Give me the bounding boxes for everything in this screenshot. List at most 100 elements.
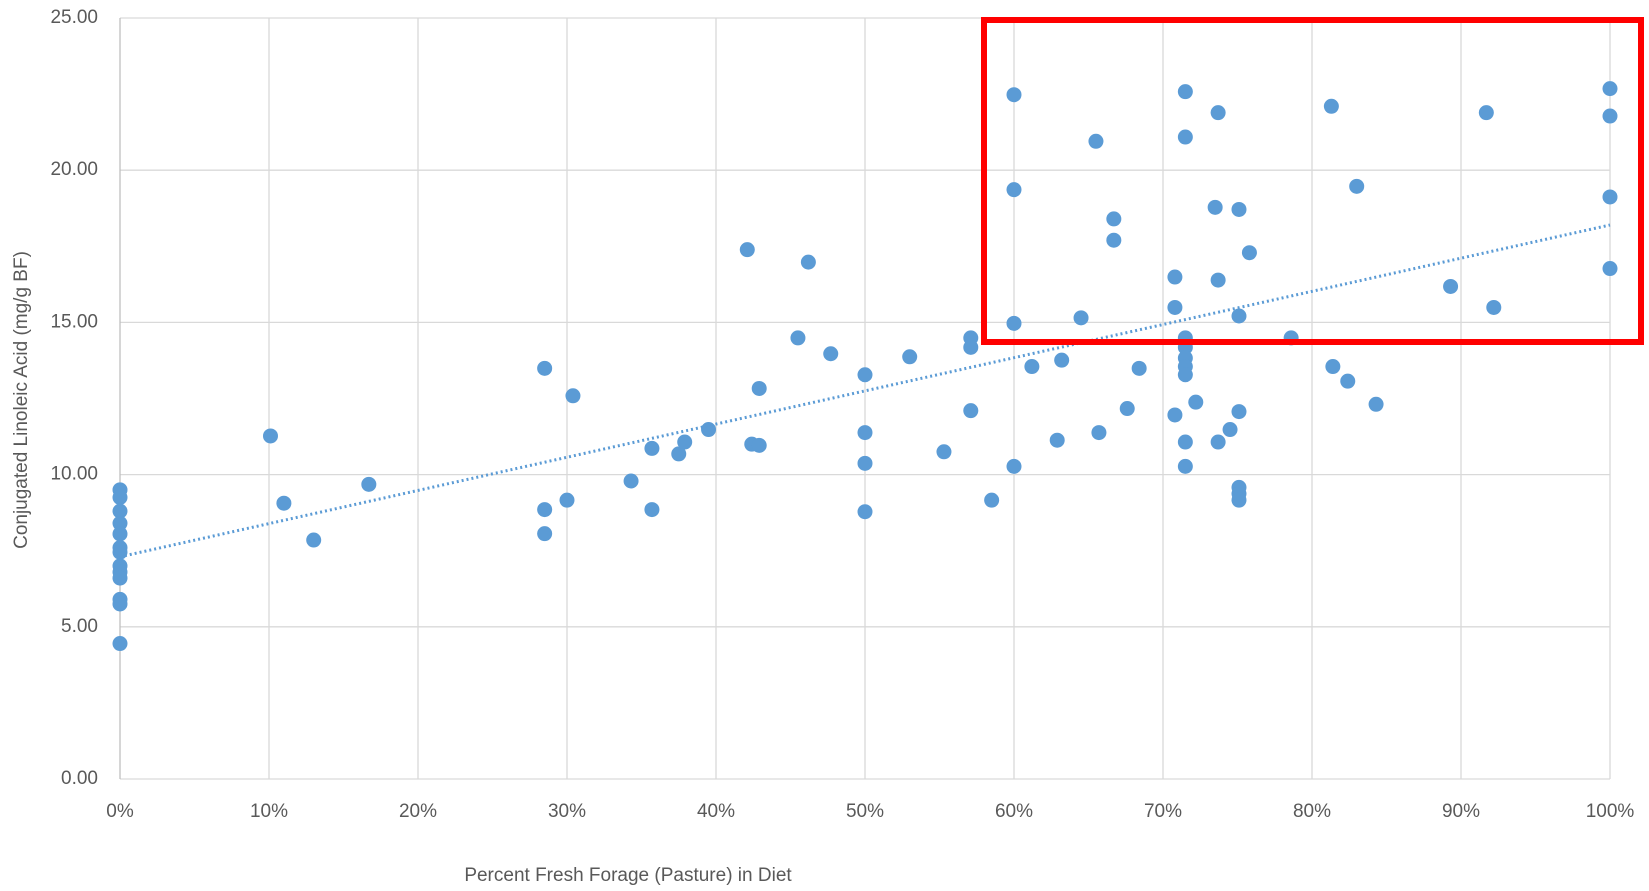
x-axis-title: Percent Fresh Forage (Pasture) in Diet xyxy=(464,865,792,886)
data-point xyxy=(1602,261,1618,277)
data-point xyxy=(537,360,553,376)
data-point xyxy=(1188,394,1204,410)
data-point xyxy=(112,503,128,519)
data-point xyxy=(1054,352,1070,368)
data-point xyxy=(936,444,952,460)
highlight-box xyxy=(981,17,1644,345)
data-point xyxy=(671,446,687,462)
data-point xyxy=(1177,367,1193,383)
data-point xyxy=(1106,232,1122,248)
x-tick-label: 80% xyxy=(1293,801,1331,822)
data-point xyxy=(701,422,717,438)
x-tick-label: 90% xyxy=(1442,801,1480,822)
data-point xyxy=(262,428,278,444)
data-point xyxy=(1210,272,1226,288)
y-tick-label: 5.00 xyxy=(61,616,98,637)
data-point xyxy=(1006,87,1022,103)
x-tick-label: 10% xyxy=(250,801,288,822)
data-point xyxy=(112,526,128,542)
data-point xyxy=(1167,269,1183,285)
data-point xyxy=(1478,105,1494,121)
data-point xyxy=(537,502,553,518)
data-point xyxy=(751,437,767,453)
data-point xyxy=(823,346,839,362)
data-point xyxy=(1486,299,1502,315)
y-tick-label: 15.00 xyxy=(50,311,98,332)
data-point xyxy=(1210,434,1226,450)
x-tick-label: 50% xyxy=(846,801,884,822)
data-point xyxy=(1602,108,1618,124)
y-tick-label: 20.00 xyxy=(50,159,98,180)
x-tick-label: 20% xyxy=(399,801,437,822)
data-point xyxy=(677,434,693,450)
data-point xyxy=(112,596,128,612)
data-point xyxy=(1024,359,1040,375)
data-point xyxy=(1091,425,1107,441)
data-point xyxy=(1231,492,1247,508)
data-point xyxy=(1119,401,1135,417)
data-point xyxy=(1167,407,1183,423)
data-point xyxy=(902,349,918,365)
data-point xyxy=(1349,178,1365,194)
data-point xyxy=(1167,299,1183,315)
data-point xyxy=(112,570,128,586)
data-point xyxy=(1131,360,1147,376)
data-point xyxy=(537,526,553,542)
x-tick-label: 0% xyxy=(106,801,134,822)
data-point xyxy=(963,339,979,355)
x-tick-label: 30% xyxy=(548,801,586,822)
data-point xyxy=(857,455,873,471)
data-point xyxy=(1323,98,1339,114)
data-point xyxy=(1325,359,1341,375)
data-point xyxy=(1443,278,1459,294)
data-point xyxy=(857,504,873,520)
data-point xyxy=(1177,84,1193,100)
data-point xyxy=(1106,211,1122,227)
data-point xyxy=(1368,396,1384,412)
data-point xyxy=(112,636,128,652)
data-point xyxy=(1006,315,1022,331)
data-point xyxy=(112,544,128,560)
data-point xyxy=(1177,434,1193,450)
data-point xyxy=(739,242,755,258)
data-point xyxy=(1210,105,1226,121)
x-tick-label: 60% xyxy=(995,801,1033,822)
data-point xyxy=(559,492,575,508)
data-point xyxy=(1231,404,1247,420)
x-tick-label: 70% xyxy=(1144,801,1182,822)
x-tick-label: 100% xyxy=(1586,801,1635,822)
data-point xyxy=(1222,422,1238,438)
data-point xyxy=(1006,182,1022,198)
data-point xyxy=(857,425,873,441)
data-point xyxy=(790,330,806,346)
data-point xyxy=(1006,458,1022,474)
data-point xyxy=(1049,432,1065,448)
data-point xyxy=(565,388,581,404)
data-point xyxy=(1231,201,1247,217)
data-point xyxy=(644,440,660,456)
data-point xyxy=(1207,199,1223,215)
data-point xyxy=(623,473,639,489)
data-point xyxy=(1602,81,1618,97)
data-point xyxy=(1177,129,1193,145)
data-point xyxy=(112,489,128,505)
data-point xyxy=(306,532,322,548)
data-point xyxy=(963,403,979,419)
y-tick-label: 25.00 xyxy=(50,7,98,28)
x-tick-label: 40% xyxy=(697,801,735,822)
y-tick-label: 0.00 xyxy=(61,768,98,789)
data-point xyxy=(644,502,660,518)
data-point xyxy=(751,380,767,396)
data-point xyxy=(361,476,377,492)
y-axis-title: Conjugated Linoleic Acid (mg/g BF) xyxy=(11,251,32,549)
data-point xyxy=(112,515,128,531)
data-point xyxy=(1177,458,1193,474)
data-point xyxy=(984,492,1000,508)
data-point xyxy=(1340,373,1356,389)
data-point xyxy=(800,254,816,270)
data-point xyxy=(1088,133,1104,149)
data-point xyxy=(857,367,873,383)
data-point xyxy=(1231,308,1247,324)
data-point xyxy=(276,495,292,511)
data-point xyxy=(1602,189,1618,205)
